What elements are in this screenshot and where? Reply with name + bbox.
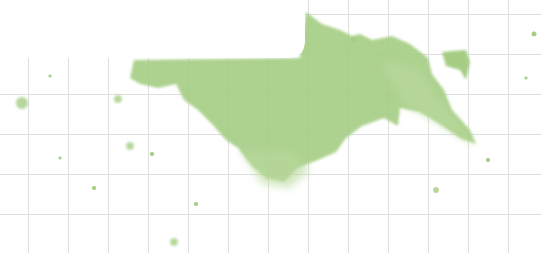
drop xyxy=(16,97,28,109)
drop xyxy=(486,158,490,162)
drop xyxy=(351,37,357,43)
drop xyxy=(525,77,528,80)
drop xyxy=(92,186,96,190)
drop xyxy=(532,32,537,37)
drop xyxy=(170,238,178,246)
drop xyxy=(114,95,122,103)
drop xyxy=(126,142,134,150)
page: {} xyxy=(0,0,541,253)
drop xyxy=(433,187,439,193)
drop xyxy=(49,75,52,78)
panel xyxy=(0,0,305,58)
drop xyxy=(194,202,198,206)
drop xyxy=(150,152,154,156)
canvas xyxy=(0,0,541,253)
drop xyxy=(59,157,62,160)
